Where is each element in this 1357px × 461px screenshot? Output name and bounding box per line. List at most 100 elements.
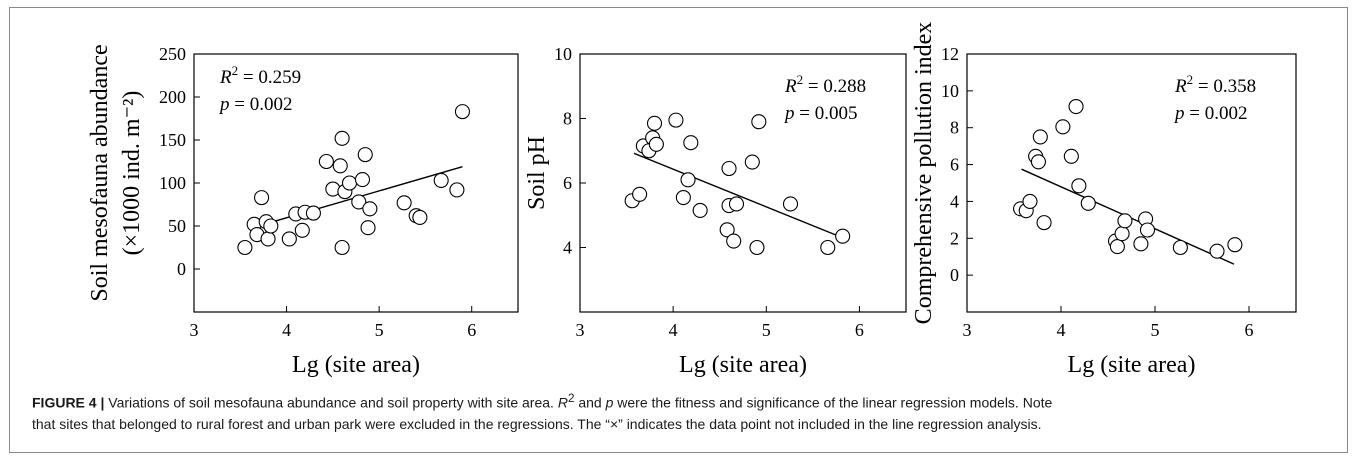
x-axis-label: Lg (site area)	[292, 352, 420, 378]
data-point	[1068, 98, 1084, 115]
data-point	[454, 104, 471, 120]
data-point	[237, 239, 253, 256]
data-point	[751, 114, 767, 130]
data-point	[281, 231, 297, 247]
data-point	[294, 222, 310, 238]
chart-panel-1: 3 4 5 6 0 50 100 150 200 250 Lg (site area) Soil me…	[87, 44, 519, 378]
data-point	[675, 189, 691, 206]
data-point	[263, 218, 279, 234]
data-point	[1030, 154, 1046, 170]
data-point	[648, 136, 664, 152]
y-tick-label: 4	[950, 191, 959, 211]
chart-panel-2: 3 4 5 6 4 6 8 10 Lg (site area) Soil pH	[524, 44, 907, 378]
caption-r-superscript: 2	[567, 392, 575, 405]
p-value-label: p = 0.002	[1173, 103, 1247, 124]
data-point	[668, 112, 684, 128]
data-point	[820, 239, 836, 256]
data-point	[305, 205, 321, 221]
y-tick-label: 8	[563, 109, 572, 129]
data-point	[632, 186, 648, 202]
data-point	[782, 196, 799, 212]
figure-caption: FIGURE 4 | Variations of soil mesofauna …	[32, 388, 1342, 435]
caption-text-4: that sites that belonged to rural forest…	[32, 415, 1042, 432]
data-point	[1172, 239, 1188, 256]
caption-text-2: and	[574, 394, 606, 411]
data-point	[1071, 178, 1087, 194]
p-value-label: p = 0.002	[218, 94, 292, 115]
data-point	[1133, 236, 1149, 252]
data-point	[1032, 129, 1048, 145]
data-point	[692, 202, 708, 218]
figure-frame: 3 4 5 6 0 50 100 150 200 250 Lg (site area) Soil me…	[9, 7, 1348, 453]
p-value-label: p = 0.005	[783, 103, 857, 124]
data-point	[835, 228, 851, 244]
data-point	[1063, 148, 1079, 164]
x-tick-label: 4	[1057, 320, 1066, 340]
y-tick-label: 6	[950, 155, 959, 175]
r-squared-label: R2 = 0.288	[784, 72, 866, 97]
data-point	[354, 172, 371, 188]
data-point	[449, 182, 465, 198]
caption-label: FIGURE 4 |	[32, 394, 105, 411]
data-point	[334, 239, 350, 256]
x-tick-label: 3	[963, 320, 972, 340]
data-point	[1117, 213, 1133, 229]
y-axis-label: (×1000 ind. m⁻²)	[119, 91, 145, 256]
y-tick-label: 50	[168, 216, 186, 236]
data-point	[351, 194, 367, 210]
y-tick-label: 10	[554, 44, 572, 64]
y-tick-label: 0	[950, 265, 959, 285]
y-tick-label: 200	[159, 87, 186, 107]
data-point	[1139, 222, 1156, 238]
data-point	[433, 172, 449, 188]
x-tick-label: 4	[669, 320, 678, 340]
data-point	[680, 172, 696, 188]
data-point	[719, 222, 735, 238]
data-point	[1022, 193, 1038, 209]
y-tick-label: 100	[159, 173, 186, 193]
data-point	[260, 231, 276, 247]
data-point	[318, 153, 334, 170]
r-squared-label: R2 = 0.358	[1174, 72, 1256, 97]
caption-text-1: Variations of soil mesofauna abundance a…	[108, 394, 554, 411]
x-axis-label: Lg (site area)	[1068, 352, 1196, 378]
x-tick-label: 3	[576, 320, 585, 340]
y-tick-label: 6	[563, 173, 572, 193]
caption-p-symbol: p	[605, 394, 614, 411]
data-point	[1080, 195, 1096, 211]
data-point	[334, 130, 350, 146]
x-tick-label: 3	[190, 320, 199, 340]
data-point	[341, 175, 358, 191]
data-point	[360, 220, 376, 236]
x-tick-label: 5	[375, 320, 384, 340]
data-point	[332, 158, 348, 174]
data-point	[1209, 243, 1225, 259]
data-point	[726, 233, 742, 249]
data-point	[1109, 239, 1125, 255]
x-tick-label: 5	[1151, 320, 1160, 340]
y-axis-label: Comprehensive pollution index	[911, 22, 937, 325]
x-tick-label: 6	[1245, 320, 1254, 340]
data-point	[721, 160, 737, 177]
y-tick-label: 10	[941, 81, 959, 101]
data-point	[1114, 226, 1130, 242]
y-tick-label: 250	[159, 44, 186, 64]
chart-panel-3: 3 4 5 6 0 2 4 6 8 10 12 Lg (site area) Comprehensive…	[911, 22, 1297, 378]
data-point	[362, 201, 378, 217]
caption-r-symbol: R	[557, 394, 568, 411]
data-point	[1055, 119, 1071, 135]
data-point	[254, 190, 270, 206]
y-axis-label: Soil pH	[524, 136, 550, 210]
caption-text-3: were the fitness and significance of the…	[613, 394, 1053, 411]
x-tick-label: 4	[282, 320, 291, 340]
data-point	[1036, 215, 1052, 231]
y-tick-label: 2	[950, 228, 959, 248]
data-point	[744, 154, 760, 170]
data-point	[728, 196, 745, 212]
data-point	[1227, 237, 1243, 253]
y-tick-label: 8	[950, 118, 959, 138]
x-tick-label: 6	[467, 320, 476, 340]
data-point	[683, 135, 699, 151]
y-axis-label: Soil mesofauna abundance	[87, 44, 113, 301]
